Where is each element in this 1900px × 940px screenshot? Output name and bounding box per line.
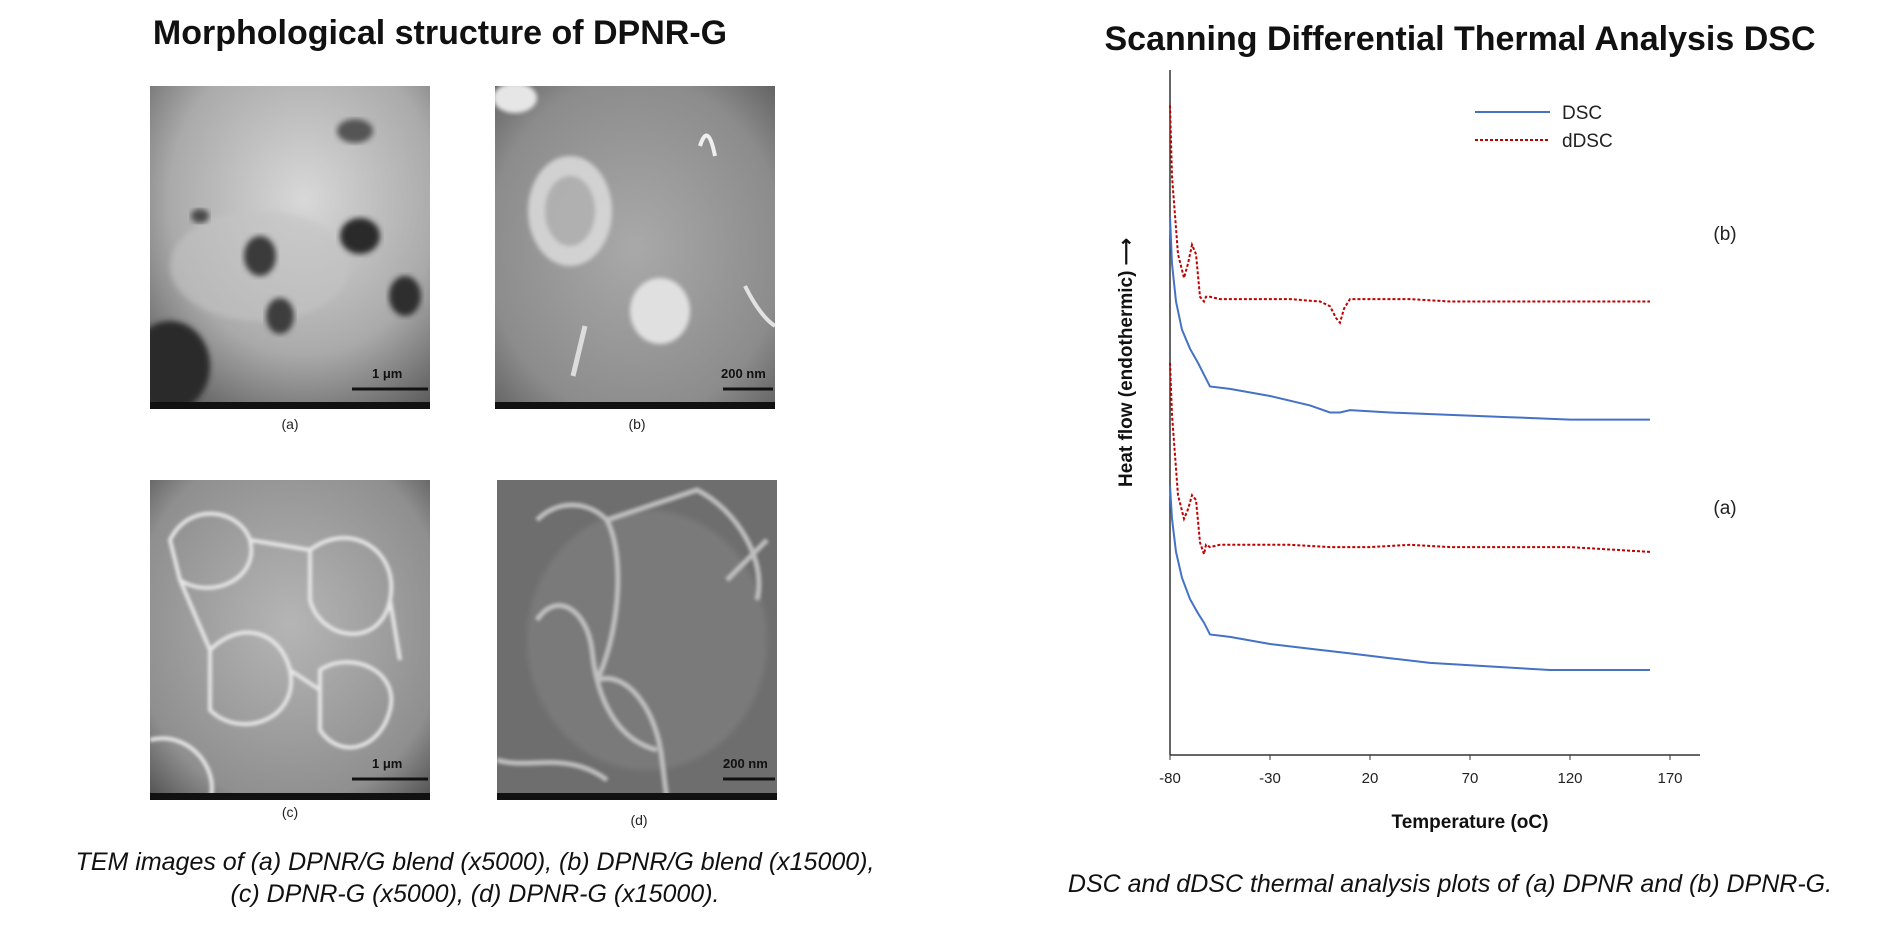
left-caption-line1: TEM images of (a) DPNR/G blend (x5000), … [75, 848, 875, 876]
curve-group-label: (a) [1713, 498, 1736, 519]
series-ddsc-line [1169, 105, 1650, 325]
tem-image-a: 1 μm [150, 86, 430, 409]
chart-series [1169, 105, 1651, 671]
x-tick-label: 70 [1462, 770, 1479, 787]
chart-axes: -80 -30 20 70 120 170 Temperature (oC) Heat flo… [1116, 70, 1700, 833]
x-tick-label: 120 [1557, 770, 1582, 787]
x-tick-label: 170 [1657, 770, 1682, 787]
x-tick-label: -30 [1259, 770, 1281, 787]
scale-bar-label-d: 200 nm [723, 756, 768, 771]
dsc-chart: -80 -30 20 70 120 170 Temperature (oC) Heat flo… [1116, 70, 1737, 833]
curve-group-label: (b) [1713, 224, 1736, 245]
x-tick-label: -80 [1159, 770, 1181, 787]
panel-label-d: (d) [630, 812, 648, 828]
scale-bar-label-a: 1 μm [372, 366, 403, 381]
panel-label-b: (b) [628, 416, 646, 432]
panel-label-a: (a) [281, 416, 299, 432]
x-axis-title: Temperature (oC) [1392, 812, 1549, 833]
tem-image-b: 200 nm [495, 86, 775, 409]
chart-labels: (b) (a) [1713, 224, 1736, 519]
left-caption-line2: (c) DPNR-G (x5000), (d) DPNR-G (x15000). [230, 880, 720, 908]
series-dsc-line [1169, 216, 1650, 421]
scale-bar-label-b: 200 nm [721, 366, 766, 381]
chart-legend: DSC dDSC [1475, 103, 1613, 152]
y-axis-title: Heat flow (endothermic) ⟶ [1116, 238, 1137, 487]
legend-label-dsc: DSC [1562, 103, 1602, 124]
tem-image-d: 200 nm [497, 480, 777, 800]
tem-image-c: 1 μm [150, 480, 430, 800]
series-dsc-line [1169, 485, 1650, 671]
left-title: Morphological structure of DPNR-G [152, 14, 728, 52]
panel-label-c: (c) [281, 804, 299, 820]
right-caption: DSC and dDSC thermal analysis plots of (… [1067, 870, 1833, 898]
series-ddsc-line [1169, 362, 1651, 558]
x-tick-label: 20 [1362, 770, 1379, 787]
right-title: Scanning Differential Thermal Analysis D… [1104, 20, 1816, 58]
scale-bar-label-c: 1 μm [372, 756, 403, 771]
legend-label-ddsc: dDSC [1562, 131, 1613, 152]
left-caption: TEM images of (a) DPNR/G blend (x5000), … [10, 846, 940, 910]
